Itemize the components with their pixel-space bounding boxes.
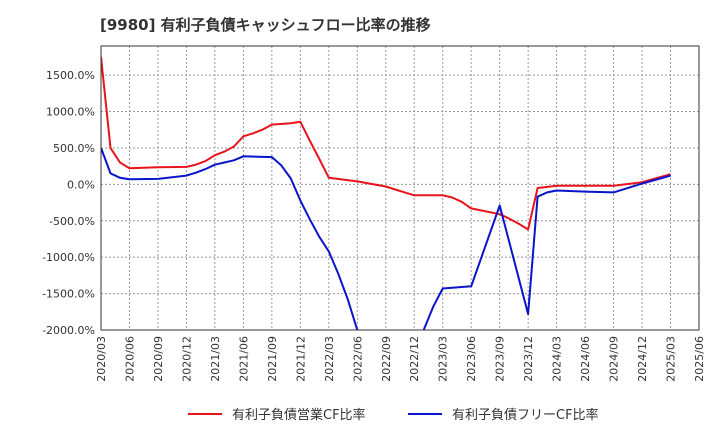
chart-title: [9980] 有利子負債キャッシュフロー比率の推移	[100, 16, 431, 34]
x-tick-label: 2022/09	[380, 336, 393, 382]
x-tick-label: 2020/03	[95, 336, 108, 382]
series-line-2	[101, 147, 671, 330]
x-tick-label: 2020/09	[152, 336, 165, 382]
y-tick-label: 1000.0%	[46, 106, 95, 119]
grid	[100, 46, 700, 331]
legend: 有利子負債営業CF比率 有利子負債フリーCF比率	[0, 404, 720, 428]
x-tick-label: 2024/03	[551, 336, 564, 382]
y-tick-label: 0.0%	[67, 178, 95, 191]
plot-frame	[100, 45, 700, 331]
x-tick-label: 2020/12	[180, 336, 193, 382]
y-tick-label: -1500.0%	[42, 288, 95, 301]
legend-swatch-blue	[408, 412, 442, 415]
x-tick-label: 2021/12	[294, 336, 307, 382]
x-tick-label: 2023/09	[494, 336, 507, 382]
x-tick-label: 2023/12	[522, 336, 535, 382]
legend-swatch-red	[188, 412, 222, 415]
x-tick-label: 2024/09	[608, 336, 621, 382]
x-tick-label: 2025/03	[665, 336, 678, 382]
legend-item-free-cf: 有利子負債フリーCF比率	[408, 404, 599, 423]
x-tick-label: 2021/09	[266, 336, 279, 382]
y-tick-label: 1500.0%	[46, 69, 95, 82]
series-line-1	[101, 56, 671, 231]
x-tick-label: 2020/06	[123, 336, 136, 382]
x-tick-label: 2021/03	[209, 336, 222, 382]
x-tick-label: 2022/12	[408, 336, 421, 382]
series-layer	[101, 56, 671, 330]
x-tick-label: 2024/12	[636, 336, 649, 382]
legend-item-operating-cf: 有利子負債営業CF比率	[188, 404, 366, 423]
axes	[100, 45, 700, 331]
x-tick-label: 2022/06	[351, 336, 364, 382]
x-tick-label: 2022/03	[323, 336, 336, 382]
x-tick-label: 2025/06	[693, 336, 706, 382]
y-tick-label: -2000.0%	[42, 324, 95, 337]
x-tick-label: 2023/03	[437, 336, 450, 382]
y-tick-label: 500.0%	[53, 142, 95, 155]
x-tick-label: 2021/06	[237, 336, 250, 382]
x-tick-label: 2023/06	[465, 336, 478, 382]
legend-label: 有利子負債営業CF比率	[232, 408, 366, 423]
y-tick-label: -500.0%	[49, 215, 95, 228]
x-tick-label: 2024/06	[579, 336, 592, 382]
tick-labels: 2020/03 2020/06 2020/09 2020/12 2021/03 2021/…	[42, 69, 706, 382]
y-tick-label: -1000.0%	[42, 251, 95, 264]
legend-label: 有利子負債フリーCF比率	[452, 408, 599, 423]
